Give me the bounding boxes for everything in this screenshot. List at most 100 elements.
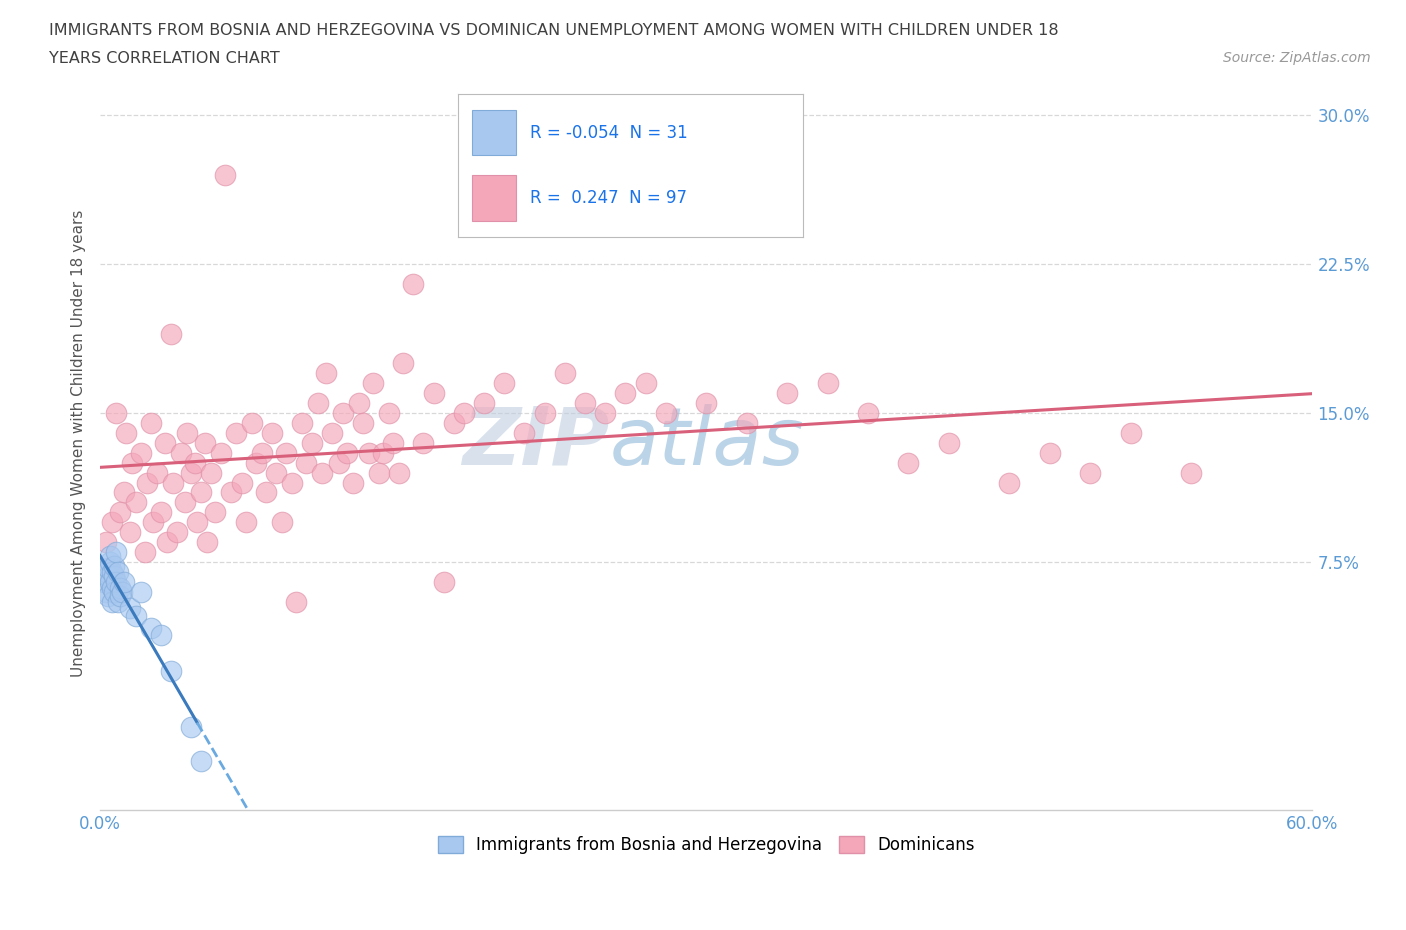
Point [134, 545, 156, 560]
Point [103, 584, 125, 599]
Point [574, 395, 596, 410]
Point [180, 465, 202, 480]
Point [695, 395, 717, 410]
Point [209, 445, 232, 460]
Point [307, 395, 329, 410]
Point [614, 386, 637, 401]
Point [121, 456, 143, 471]
Text: ZIP: ZIP [463, 404, 609, 482]
Point [96, 565, 118, 579]
Point [1180, 465, 1202, 480]
Point [593, 405, 616, 420]
Text: atlas: atlas [609, 404, 804, 482]
Legend: Immigrants from Bosnia and Herzegovina, Dominicans: Immigrants from Bosnia and Herzegovina, … [432, 830, 981, 860]
Point [120, 525, 142, 539]
Point [402, 276, 425, 291]
Point [998, 475, 1021, 490]
Point [184, 456, 207, 471]
Point [342, 475, 364, 490]
Point [271, 515, 294, 530]
Point [388, 465, 411, 480]
Point [655, 405, 678, 420]
Point [347, 395, 370, 410]
Point [231, 475, 253, 490]
Point [938, 435, 960, 450]
Point [135, 475, 157, 490]
Point [245, 456, 267, 471]
Point [321, 426, 343, 441]
Point [315, 365, 337, 380]
Point [105, 405, 128, 420]
Point [112, 575, 135, 590]
Point [433, 575, 456, 590]
Point [285, 594, 308, 609]
Point [357, 445, 380, 460]
Point [110, 589, 132, 604]
Point [107, 594, 129, 609]
Point [352, 416, 374, 431]
Point [98, 575, 121, 590]
Point [180, 720, 202, 735]
Point [115, 426, 138, 441]
Point [311, 465, 333, 480]
Point [107, 565, 129, 579]
Point [295, 456, 318, 471]
Point [735, 416, 758, 431]
Point [186, 515, 208, 530]
Point [817, 376, 839, 391]
Point [105, 575, 128, 590]
Point [378, 405, 401, 420]
Point [422, 386, 444, 401]
Point [204, 505, 226, 520]
Point [103, 559, 125, 574]
Point [200, 465, 222, 480]
Point [101, 565, 124, 579]
Point [149, 505, 172, 520]
Point [125, 608, 148, 623]
Point [382, 435, 405, 450]
Point [1119, 426, 1142, 441]
Point [101, 515, 124, 530]
Point [897, 456, 920, 471]
Point [494, 376, 516, 391]
Point [190, 753, 212, 768]
Point [101, 580, 124, 595]
Point [472, 395, 495, 410]
Point [93, 575, 115, 590]
Point [129, 445, 152, 460]
Point [96, 584, 118, 599]
Point [513, 426, 536, 441]
Point [240, 416, 263, 431]
Point [190, 485, 212, 500]
Point [336, 445, 359, 460]
Point [105, 545, 128, 560]
Point [328, 456, 350, 471]
Point [160, 326, 183, 341]
Point [149, 628, 172, 643]
Point [443, 416, 465, 431]
Point [110, 505, 132, 520]
Point [332, 405, 354, 420]
Point [120, 600, 142, 615]
Point [776, 386, 799, 401]
Point [274, 445, 297, 460]
Point [250, 445, 273, 460]
Point [170, 445, 193, 460]
Point [194, 435, 217, 450]
Point [254, 485, 277, 500]
Point [110, 580, 132, 595]
Point [361, 376, 384, 391]
Y-axis label: Unemployment Among Women with Children Under 18 years: Unemployment Among Women with Children U… [72, 209, 86, 676]
Point [97, 561, 120, 576]
Point [453, 405, 475, 420]
Point [533, 405, 555, 420]
Point [139, 416, 162, 431]
Point [856, 405, 879, 420]
Point [235, 515, 257, 530]
Point [160, 664, 183, 679]
Point [97, 568, 120, 583]
Text: YEARS CORRELATION CHART: YEARS CORRELATION CHART [49, 51, 280, 66]
Point [412, 435, 434, 450]
Point [129, 584, 152, 599]
Point [1078, 465, 1101, 480]
